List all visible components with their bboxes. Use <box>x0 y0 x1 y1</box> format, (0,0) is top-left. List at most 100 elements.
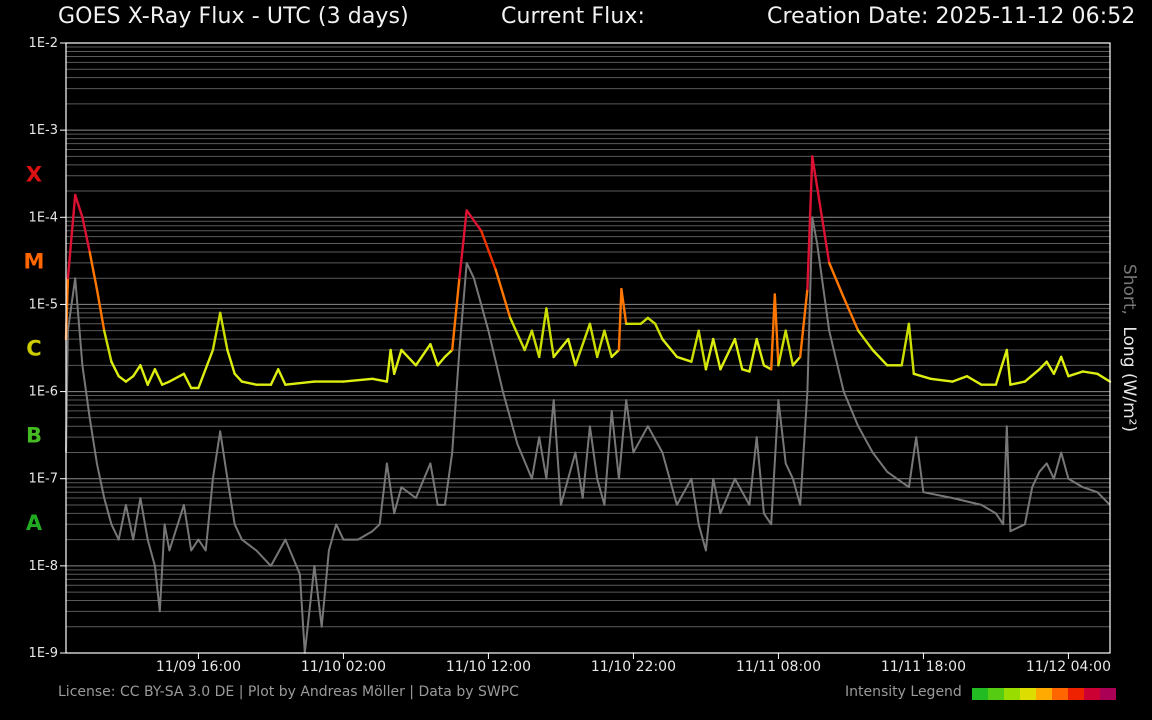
legend-swatch <box>1036 688 1052 700</box>
series-segment-long <box>818 200 831 265</box>
series-segment-long <box>342 377 374 383</box>
plot-frame <box>65 42 1111 654</box>
series-segment-long <box>436 355 447 367</box>
series-segment-long <box>240 380 258 386</box>
series-segment-long <box>755 337 766 367</box>
y-tick-label: 1E-4 <box>29 210 58 225</box>
series-segment-long <box>929 377 954 383</box>
series-segment-long <box>773 293 780 367</box>
series-segment-long <box>697 329 708 371</box>
grid <box>66 46 1110 654</box>
series-segment-long <box>690 329 700 363</box>
series-segment-long <box>994 348 1008 386</box>
series-segment-long <box>95 287 106 332</box>
series-segment-long <box>620 287 628 325</box>
series-segment-long <box>799 287 809 359</box>
legend-swatch <box>1068 688 1084 700</box>
y-axis-label-long: Long (W/m²) <box>1119 326 1139 432</box>
series-segment-long <box>1009 380 1027 386</box>
series-segment-long <box>226 348 236 375</box>
series-segment-long <box>675 355 693 363</box>
x-axis: 11/09 16:00 11/10 02:00 11/10 12:00 11/10 2… <box>156 653 1111 675</box>
series-segment-long <box>811 155 821 204</box>
series-layer <box>64 155 1112 654</box>
series-segment-long <box>233 372 244 383</box>
series-segment-long <box>661 337 679 359</box>
series-segment-long <box>770 293 776 371</box>
legend-swatch <box>1100 688 1116 700</box>
series-segment-long <box>610 348 621 359</box>
y-tick-label: 1E-9 <box>29 646 58 661</box>
series-segment-long <box>552 337 570 359</box>
series-segment-long <box>73 193 84 219</box>
chart-title: GOES X-Ray Flux - UTC (3 days) <box>58 4 409 29</box>
series-segment-long <box>900 322 911 367</box>
series-segment-long <box>603 329 613 359</box>
series-segment-long <box>393 348 403 375</box>
legend-swatch <box>972 688 988 700</box>
class-label-a: A <box>26 511 43 535</box>
series-segment-long <box>197 348 215 390</box>
series-segment-long <box>1023 368 1041 383</box>
series-segment-long <box>719 337 737 371</box>
series-segment-long <box>791 355 802 367</box>
series-segment-long <box>530 329 541 359</box>
series-segment-long <box>712 337 722 371</box>
series-segment-long <box>1081 370 1099 375</box>
series-segment-long <box>509 316 526 352</box>
series-segment-long <box>828 261 845 299</box>
series-segment-long <box>1005 348 1012 386</box>
series-segment-long <box>465 209 483 233</box>
series-segment-long <box>1045 360 1056 375</box>
series-segment-long <box>1038 360 1048 371</box>
legend-swatch <box>988 688 1004 700</box>
series-segment-long <box>1059 355 1070 378</box>
series-segment-long <box>429 343 439 367</box>
y-tick-label: 1E-7 <box>29 472 58 487</box>
series-segment-long <box>784 329 795 367</box>
series-segment-long <box>639 316 650 325</box>
series-segment-long <box>1067 370 1085 378</box>
series-segment-long <box>842 296 860 332</box>
series-segment-long <box>1096 372 1112 383</box>
series-segment-long <box>907 322 915 375</box>
y-tick-label: 1E-3 <box>29 123 58 138</box>
series-segment-long <box>443 348 454 359</box>
series-segment-long <box>110 360 120 378</box>
series-segment-long <box>451 277 461 352</box>
y-tick-label: 1E-6 <box>29 385 58 400</box>
series-segment-long <box>951 375 969 383</box>
series-segment-long <box>1052 355 1063 375</box>
series-segment-long <box>617 287 623 352</box>
series-segment-long <box>153 368 164 386</box>
series-segment-long <box>748 337 758 373</box>
intensity-legend-label: Intensity Legend <box>845 684 962 700</box>
series-line-short <box>65 216 1111 654</box>
series-segment-long <box>218 311 229 352</box>
series-segment-long <box>480 229 497 271</box>
series-segment-long <box>704 337 715 371</box>
y-axis-label: Short, Long (W/m²) <box>1119 264 1139 432</box>
series-segment-long <box>160 380 171 386</box>
series-segment-long <box>66 193 77 280</box>
series-segment-long <box>385 348 392 383</box>
series-segment-long <box>389 348 396 375</box>
series-segment-long <box>400 348 418 367</box>
series-segment-long <box>81 216 91 254</box>
series-segment-long <box>965 375 983 386</box>
series-segment-long <box>117 375 128 383</box>
legend-swatch <box>1020 688 1036 700</box>
series-segment-long <box>131 364 142 378</box>
series-short <box>65 216 1111 654</box>
series-segment-long <box>733 337 744 371</box>
x-tick-label: 11/10 22:00 <box>591 659 676 675</box>
series-segment-long <box>646 316 657 325</box>
series-segment-long <box>806 155 814 291</box>
y-tick-label: 1E-8 <box>29 559 58 574</box>
legend-swatch <box>1084 688 1100 700</box>
series-segment-long <box>912 372 932 380</box>
series-segment-long <box>211 311 222 352</box>
intensity-legend <box>972 688 1116 700</box>
x-tick-label: 11/10 02:00 <box>301 659 386 675</box>
